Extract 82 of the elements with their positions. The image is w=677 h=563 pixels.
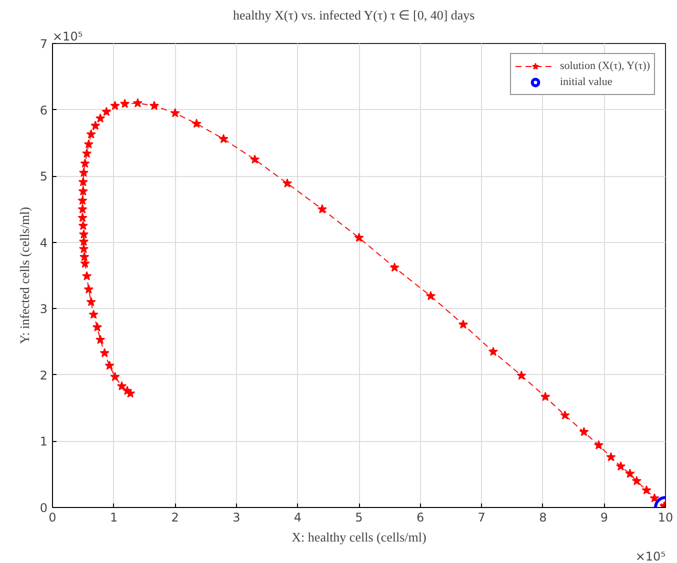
x-tick-label: 0 — [48, 510, 56, 524]
point — [116, 381, 127, 390]
point — [78, 220, 88, 230]
point — [516, 370, 526, 380]
point — [88, 310, 98, 319]
x-tick-label: 8 — [539, 510, 547, 524]
x-axis-title: X: healthy cells (cells/ml) — [292, 530, 426, 544]
x-tick-label: 10 — [658, 510, 674, 524]
legend-label: solution (X(τ), Y(τ)) — [560, 59, 650, 73]
y-axis-title: Y: infected cells (cells/ml) — [16, 206, 32, 344]
point — [282, 178, 292, 188]
legend-label: initial value — [560, 75, 612, 89]
point — [120, 98, 130, 108]
y-tick-label: 3 — [40, 302, 48, 316]
point — [80, 158, 90, 168]
point — [317, 204, 327, 214]
point — [126, 388, 136, 398]
point — [96, 113, 106, 123]
point — [96, 334, 106, 344]
chart-title: healthy X(τ) vs. infected Y(τ) τ ∈ [0, 40] days — [233, 8, 475, 22]
point — [86, 297, 96, 306]
y-tick-label: 0 — [40, 501, 48, 515]
y-tick-label: 7 — [40, 37, 48, 51]
text: ×10⁵ — [635, 550, 666, 563]
y-tick-label: 5 — [40, 170, 48, 184]
point — [650, 493, 660, 502]
point — [78, 177, 88, 186]
point — [100, 348, 110, 358]
point — [104, 360, 114, 370]
point — [488, 346, 498, 356]
point — [218, 134, 228, 144]
annotation: ×10⁵ — [52, 30, 83, 44]
point — [84, 284, 94, 294]
point — [78, 186, 88, 196]
point — [78, 236, 89, 246]
point — [78, 212, 88, 222]
point — [110, 372, 120, 382]
point — [616, 461, 626, 471]
point — [354, 232, 364, 242]
point — [606, 452, 616, 462]
point — [192, 118, 202, 128]
x-tick-label: 2 — [171, 510, 179, 524]
point — [632, 476, 642, 486]
point — [84, 139, 94, 148]
point — [390, 262, 400, 272]
y-tick-label: 6 — [40, 103, 48, 118]
y-tick-label: 4 — [40, 236, 48, 250]
point — [250, 154, 260, 164]
point — [82, 148, 92, 158]
point — [170, 108, 180, 118]
point — [110, 100, 120, 110]
y-tick-label: 1 — [40, 434, 48, 449]
point — [560, 410, 570, 420]
point — [86, 129, 96, 138]
point — [78, 196, 88, 205]
point — [540, 392, 550, 401]
point — [594, 440, 604, 450]
point — [80, 252, 90, 262]
x-tick-label: 7 — [478, 510, 486, 524]
x-tick-label: 3 — [232, 510, 240, 524]
point — [80, 258, 90, 268]
point — [458, 320, 468, 329]
point — [102, 106, 112, 116]
point — [92, 322, 102, 332]
point — [78, 204, 88, 214]
point — [426, 291, 436, 300]
point — [78, 229, 89, 239]
point — [78, 168, 89, 177]
x-tick-label: 5 — [355, 510, 363, 524]
x-tick-label: 6 — [416, 510, 424, 524]
point — [625, 468, 635, 478]
point — [78, 244, 89, 254]
point — [579, 426, 589, 436]
point — [90, 120, 100, 130]
y-tick-label: 2 — [40, 368, 48, 382]
x-tick-label: 9 — [600, 510, 608, 524]
point — [132, 98, 142, 108]
point — [82, 271, 92, 280]
x-tick-label: 4 — [294, 510, 302, 524]
point — [642, 485, 652, 494]
x-tick-label: 1 — [110, 510, 118, 524]
point — [149, 100, 160, 110]
